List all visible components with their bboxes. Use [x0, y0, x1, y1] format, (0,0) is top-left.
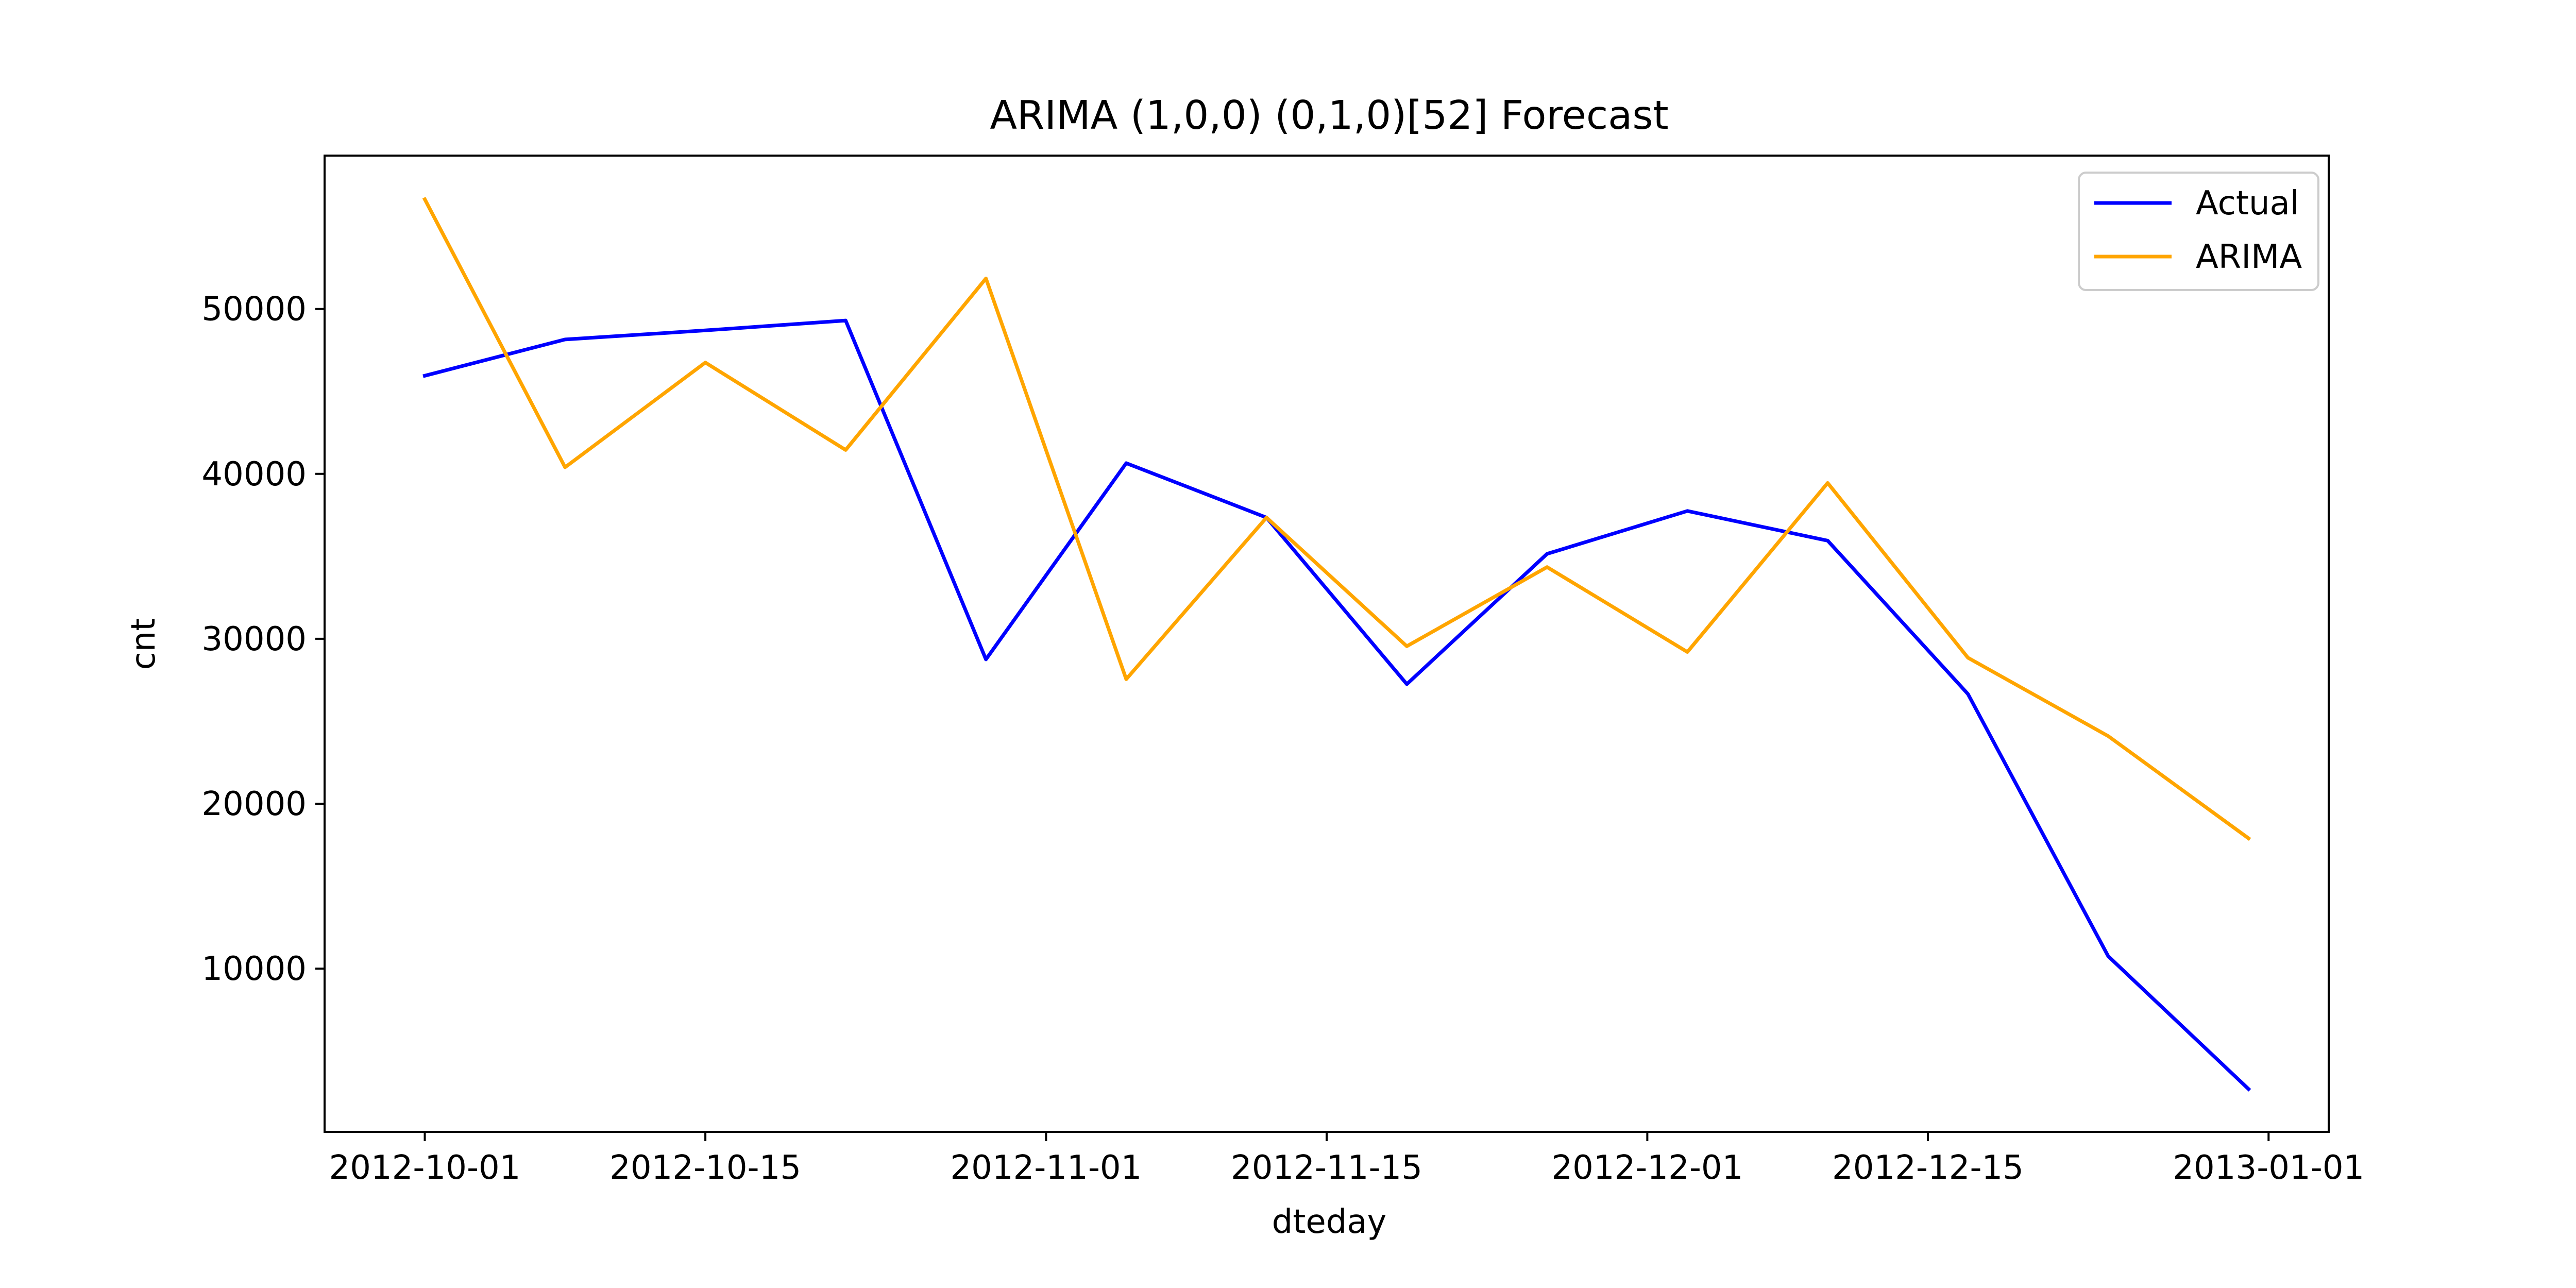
x-tick-label: 2012-10-01 [329, 1149, 521, 1187]
plot-area: 2012-10-01 2012-10-15 2012-11-01 2012-11-15… [201, 155, 2364, 1187]
series-line-arima [422, 197, 2251, 841]
y-tick-label: 20000 [201, 785, 307, 823]
y-axis-label: cnt [125, 618, 163, 670]
y-tick-label: 50000 [201, 291, 307, 329]
y-tick-label: 40000 [201, 455, 307, 494]
series-line-actual [422, 318, 2251, 1092]
chart-title: ARIMA (1,0,0) (0,1,0)[52] Forecast [990, 93, 1668, 139]
x-tick-label: 2012-11-15 [1231, 1149, 1422, 1187]
x-axis-label: dteday [1272, 1203, 1387, 1241]
x-tick-label: 2012-10-15 [609, 1149, 801, 1187]
x-tick-label: 2012-12-01 [1551, 1149, 1743, 1187]
x-tick-label: 2012-11-01 [950, 1149, 1142, 1187]
legend-label-arima: ARIMA [2196, 238, 2302, 276]
legend-label-actual: Actual [2196, 184, 2299, 223]
x-tick-label: 2012-12-15 [1832, 1149, 2024, 1187]
legend: Actual ARIMA [2078, 172, 2319, 291]
x-tick-label: 2013-01-01 [2173, 1149, 2364, 1187]
y-tick-label: 10000 [201, 950, 307, 988]
y-tick-label: 30000 [201, 620, 307, 658]
